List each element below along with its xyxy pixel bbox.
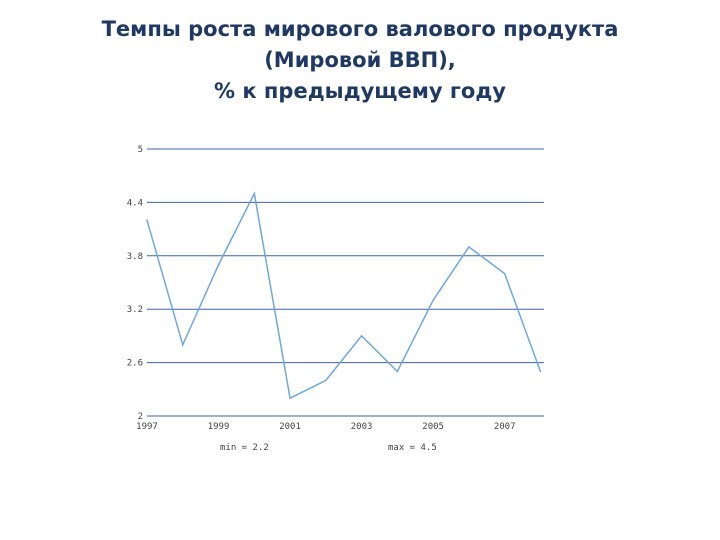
data-point: [360, 335, 363, 337]
min-label: min = 2.2: [220, 443, 269, 453]
series-line: [146, 191, 542, 400]
y-tick-label: 2: [138, 412, 143, 422]
data-point: [325, 379, 327, 382]
data-point: [181, 344, 184, 346]
series-layer: [146, 191, 542, 400]
y-axis: 5 4.4 3.8 3.2 2.6 2: [127, 145, 143, 422]
y-tick-label: 3.8: [127, 252, 143, 262]
x-tick-label: 1997: [136, 422, 158, 432]
data-point: [468, 246, 470, 248]
data-point: [146, 219, 148, 221]
x-axis: 1997 1999 2001 2003 2005 2007: [136, 422, 515, 432]
data-point: [503, 272, 506, 275]
title-line-1: Темпы роста мирового валового продукта: [101, 17, 619, 41]
chart-title: Темпы роста мирового валового продукта (…: [0, 14, 720, 107]
x-tick-label: 2003: [351, 422, 373, 432]
title-line-3: % к предыдущему году: [214, 79, 506, 103]
grid-lines: [147, 148, 544, 417]
data-point: [396, 370, 399, 373]
x-tick-label: 2001: [279, 422, 301, 432]
title-line-2: (Мировой ВВП),: [264, 48, 456, 72]
y-tick-label: 2.6: [127, 359, 143, 369]
x-tick-label: 2005: [422, 422, 444, 432]
max-label: max = 4.5: [388, 443, 437, 453]
data-point: [289, 397, 291, 400]
y-tick-label: 3.2: [127, 305, 143, 315]
data-point: [432, 299, 434, 302]
y-tick-label: 4.4: [127, 198, 143, 208]
x-tick-label: 1999: [208, 422, 230, 432]
x-tick-label: 2007: [494, 422, 516, 432]
data-point: [217, 263, 220, 266]
y-tick-label: 5: [138, 145, 143, 155]
data-point: [253, 192, 256, 195]
data-point: [539, 370, 542, 373]
